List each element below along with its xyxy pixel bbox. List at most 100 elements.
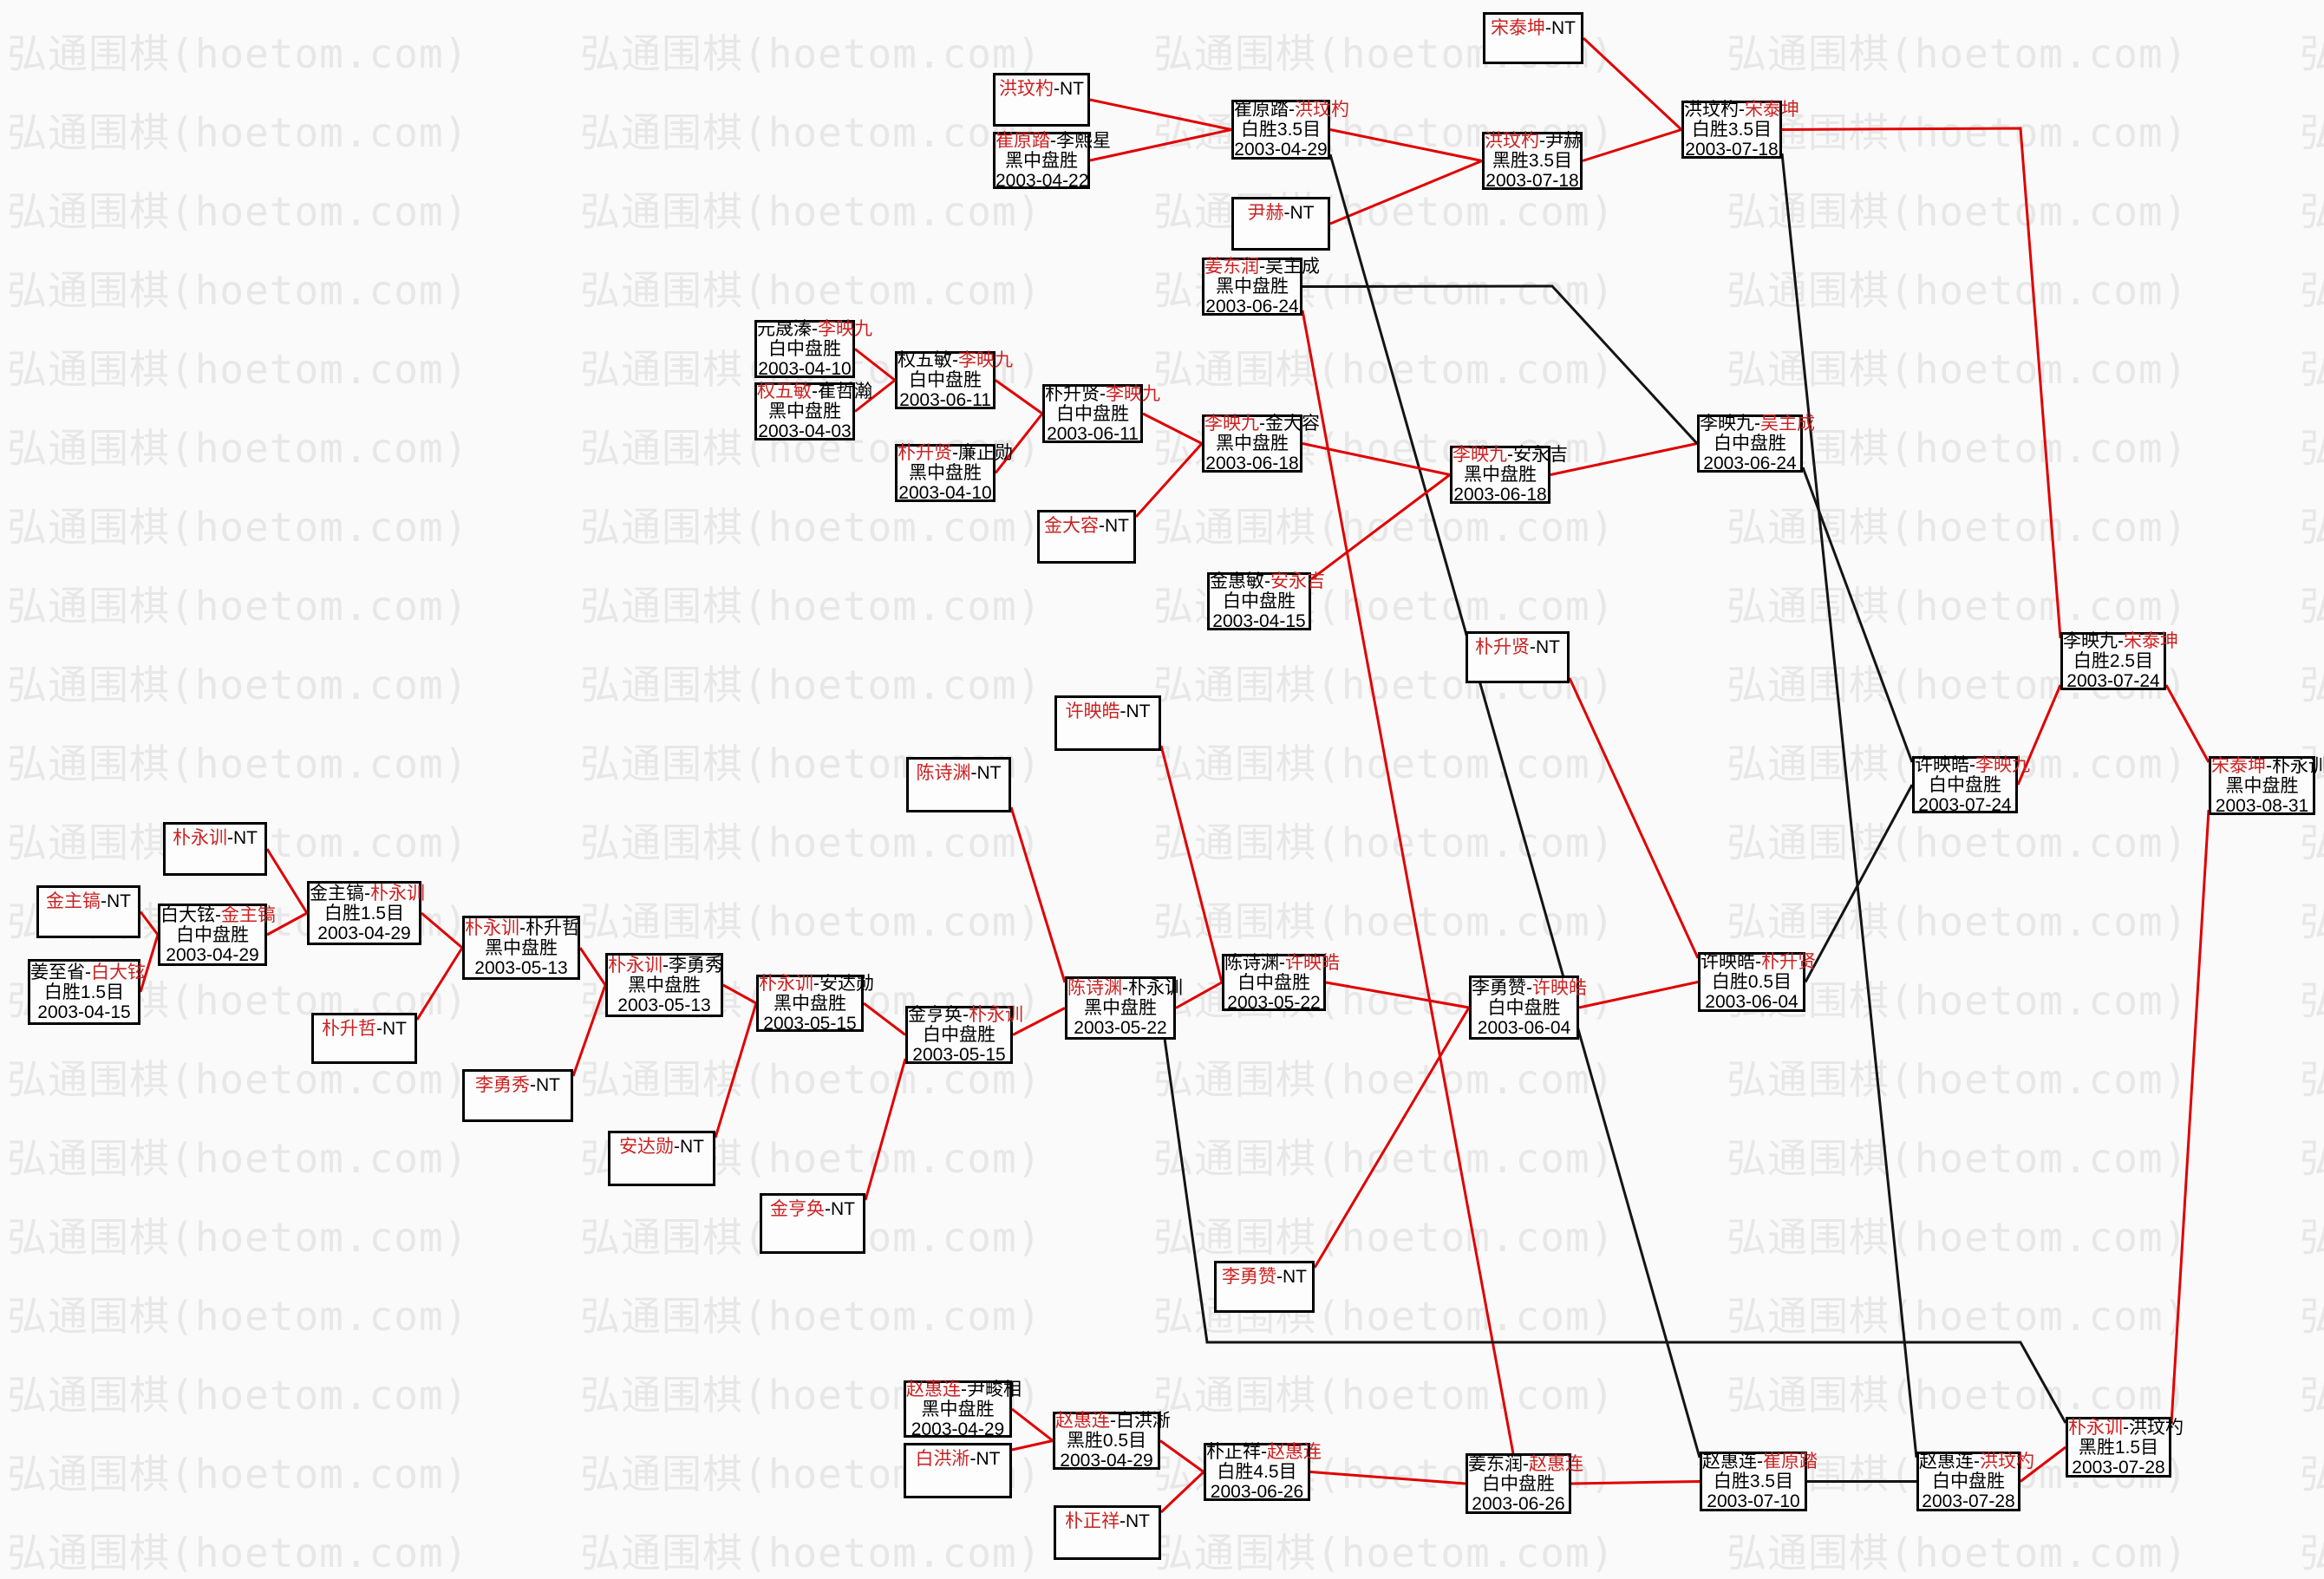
watermark-text: 弘通围棋(hoetom.com) [580,1293,1042,1340]
player1-name: 安达勋 [619,1137,674,1157]
bye-box: 朴永训-NT [163,822,267,876]
bye-box: 白洪淅-NT [904,1443,1012,1498]
game-date: 2003-05-22 [1074,1018,1167,1038]
game-result: 黑中盘胜 [774,993,846,1014]
player2-name: 朴永训 [2272,755,2324,776]
player2-name: 安永吉 [1513,445,1568,465]
match-box: 金亨奂-朴永训 白中盘胜 2003-05-15 [905,1005,1023,1065]
watermark-text: 弘通围棋(hoetom.com) [2300,1214,2324,1261]
game-date: 2003-04-29 [317,923,411,943]
vs-dash: - [674,1137,680,1157]
game-result: 黑中盘胜 [768,401,841,421]
game-date: 2003-06-26 [1210,1482,1304,1502]
player1-name: 朴永训 [465,917,519,938]
watermark-text: 弘通围棋(hoetom.com) [7,109,469,156]
vs-dash: - [952,443,958,463]
watermark-text: 弘通围棋(hoetom.com) [7,1530,469,1576]
watermark-text: 弘通围棋(hoetom.com) [2300,30,2324,77]
watermark-text: 弘通围棋(hoetom.com) [1153,346,1616,393]
game-result: 白胜3.5目 [1240,120,1322,140]
vs-dash: - [1757,1452,1763,1471]
winner-path-line [1582,128,1682,162]
winner-path-line [1582,36,1683,131]
game-result: 白胜1.5目 [323,903,405,923]
bye-box: 朴升贤-NT [1466,631,1570,683]
bye-box: 尹赫-NT [1231,197,1330,251]
matchup-names: 李映九-宋泰坤 [2063,631,2178,651]
game-result: 白中盘胜 [923,1025,996,1045]
game-result: 黑中盘胜 [921,1399,995,1419]
player2-name: 李映九 [1106,383,1160,404]
player1-name: 陈诗渊 [1067,978,1122,998]
watermark-text: 弘通围棋(hoetom.com) [2300,1293,2324,1340]
game-result: 白中盘胜 [909,370,982,390]
match-box: 金惠敏-安永吉 白中盘胜 2003-04-15 [1207,571,1325,631]
vs-dash: - [85,962,91,982]
watermark-text: 弘通围棋(hoetom.com) [1727,1372,2189,1419]
player2-name: 吴主成 [1265,257,1320,277]
vs-dash: - [663,955,669,975]
matchup-names: 朴升贤-NT [1468,637,1567,657]
match-box: 朴永训-洪玟杓 黑胜1.5目 2003-07-28 [2066,1417,2184,1478]
winner-path-line [854,379,896,413]
matchup-names: 宋泰坤-NT [1485,18,1581,38]
player2-name: 崔原踏 [1763,1452,1818,1471]
vs-dash: - [1530,637,1536,657]
winner-path-line [2170,809,2210,1425]
vs-dash: - [530,1075,536,1095]
player2-name: 吴主成 [1760,414,1815,434]
game-date: 2003-04-15 [1212,611,1306,631]
game-result: 黑胜0.5目 [1066,1431,1147,1451]
vs-dash: - [1526,977,1532,998]
game-result: 白中盘胜 [1932,1471,2005,1491]
game-date: 2003-06-11 [899,390,991,410]
match-box: 朴永训-朴升哲 黑中盘胜 2003-05-13 [462,916,580,980]
player1-name: 朴正祥 [1206,1442,1261,1462]
player2-name: 朴升贤 [1761,952,1816,972]
bye-box: 陈诗渊-NT [906,757,1011,812]
vs-dash: - [364,883,370,904]
matchup-names: 洪玟杓-宋泰坤 [1684,100,1799,120]
player2-name: 白大铉 [91,962,146,982]
player1-name: 李勇赞 [1472,977,1526,998]
player1-name: 姜至省 [30,962,85,982]
match-box: 陈诗渊-朴永训 黑中盘胜 2003-05-22 [1065,976,1183,1040]
player2-name: 李映九 [958,350,1013,370]
vs-dash: - [1261,1442,1267,1462]
player1-name: 朴永训 [759,973,813,994]
watermark-text: 弘通围棋(hoetom.com) [1153,1135,1616,1182]
player1-name: 朴升贤 [1045,383,1100,404]
watermark-text: 弘通围棋(hoetom.com) [1727,425,2189,472]
matchup-names: 陈诗渊-NT [909,763,1009,783]
game-result: 白中盘胜 [1223,591,1296,611]
vs-dash: - [1523,1453,1529,1474]
player1-name: 许映皓 [1701,952,1755,972]
match-box: 赵惠连-崔原踏 白胜3.5目 2003-07-10 [1700,1452,1818,1511]
player2-name: NT [1551,18,1576,38]
winner-path-line [1159,1471,1205,1514]
game-result: 白中盘胜 [1482,1473,1555,1494]
watermark-text: 弘通围棋(hoetom.com) [7,1135,469,1182]
game-date: 2003-06-18 [1453,485,1547,505]
player2-name: 许映皓 [1285,952,1340,973]
watermark-text: 弘通围棋(hoetom.com) [2300,1451,2324,1497]
match-box: 朴正祥-赵惠连 白胜4.5目 2003-06-26 [1204,1442,1322,1502]
watermark-text: 弘通围棋(hoetom.com) [1727,819,2189,866]
winner-path-line [1142,412,1203,445]
matchup-names: 许映皓-朴升贤 [1701,952,1816,972]
matchup-names: 朴永训-安达勋 [759,973,874,994]
watermark-text: 弘通围棋(hoetom.com) [1727,267,2189,314]
player2-name: 安永吉 [1270,571,1325,591]
match-box: 赵惠连-尹畯相 黑中盘胜 2003-04-29 [904,1380,1022,1439]
matchup-names: 李映九-吴主成 [1700,414,1815,434]
matchup-names: 赵惠连-崔原踏 [1702,1452,1818,1471]
watermark-text: 弘通围棋(hoetom.com) [2300,977,2324,1024]
match-box: 姜东润-吴主成 黑中盘胜 2003-06-24 [1202,257,1320,316]
vs-dash: - [519,917,526,938]
vs-dash: - [215,904,221,925]
winner-path-line [1329,160,1483,225]
game-result: 黑中盘胜 [628,975,701,995]
player2-name: NT [382,1019,407,1039]
winner-path-line [415,947,464,1021]
player2-name: 金大容 [1265,414,1320,434]
